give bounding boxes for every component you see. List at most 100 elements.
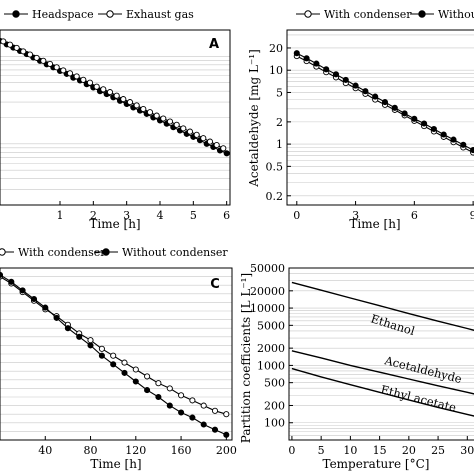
x-tick-label: 4 bbox=[157, 209, 164, 222]
data-point-exhaust-gas bbox=[166, 118, 174, 125]
panel-a-legend: Headspace Exhaust gas bbox=[4, 8, 194, 21]
data-point-without-condenser bbox=[342, 76, 349, 83]
data-point-exhaust-gas bbox=[193, 131, 200, 138]
data-point-with-condenser bbox=[155, 380, 162, 387]
legend-marker-without-condenser-b bbox=[418, 10, 426, 18]
data-point-exhaust-gas bbox=[173, 121, 180, 128]
data-point-exhaust-gas bbox=[200, 135, 207, 142]
data-point-without-condenser bbox=[87, 342, 94, 349]
data-point-without-condenser bbox=[313, 60, 320, 67]
data-point-with-condenser bbox=[178, 392, 185, 399]
data-point-exhaust-gas bbox=[180, 125, 187, 132]
data-point-without-condenser bbox=[144, 387, 151, 394]
y-tick-label: 10000 bbox=[250, 302, 285, 315]
data-point-without-condenser bbox=[211, 426, 219, 433]
panel-d-x-axis-label: Temperature [°C] bbox=[323, 457, 430, 471]
data-point-without-condenser bbox=[200, 421, 207, 428]
series-line-ethyl-acetate bbox=[291, 367, 474, 417]
legend-marker-with-condenser-c bbox=[0, 248, 6, 256]
panel-b-legend: With condenser Without condenser bbox=[296, 8, 474, 21]
legend-marker-headspace bbox=[12, 10, 20, 18]
data-point-headspace bbox=[223, 150, 230, 157]
data-point-without-condenser bbox=[53, 314, 60, 321]
data-point-without-condenser bbox=[19, 287, 26, 294]
panel-b-series bbox=[293, 50, 474, 156]
data-point-with-condenser bbox=[200, 402, 207, 409]
x-tick-label: 5 bbox=[190, 209, 197, 222]
y-tick-label: 5 bbox=[276, 86, 283, 99]
y-tick-label: 500 bbox=[264, 377, 285, 390]
data-point-exhaust-gas bbox=[126, 99, 134, 106]
x-tick-label: 120 bbox=[125, 444, 146, 457]
data-point-without-condenser bbox=[121, 369, 128, 376]
series-line-acetaldehyde bbox=[291, 350, 474, 395]
data-point-exhaust-gas bbox=[0, 38, 7, 45]
panel-c-x-axis-label: Time [h] bbox=[90, 457, 141, 471]
panel-d-y-axis-label: Partition coefficients [L L⁻¹] bbox=[239, 273, 253, 443]
legend-entry-with-condenser-c: With condenser bbox=[18, 246, 106, 259]
data-point-with-condenser bbox=[87, 337, 94, 344]
data-point-without-condenser bbox=[450, 136, 457, 143]
y-tick-label: 1000 bbox=[257, 359, 285, 372]
x-tick-label: 9 bbox=[470, 209, 474, 222]
panel-c-legend: With condenser Without condenser bbox=[0, 246, 228, 259]
series-label-acetaldehyde: Acetaldehyde bbox=[382, 353, 463, 386]
data-point-exhaust-gas bbox=[6, 41, 14, 48]
data-point-exhaust-gas bbox=[53, 64, 60, 71]
series-line-exhaust-gas bbox=[3, 40, 224, 149]
data-point-exhaust-gas bbox=[40, 57, 47, 64]
x-tick-label: 200 bbox=[216, 444, 237, 457]
y-tick-label: 0.2 bbox=[266, 190, 284, 203]
data-point-exhaust-gas bbox=[133, 102, 140, 109]
y-tick-label: 2000 bbox=[257, 342, 285, 355]
panel-a-grid bbox=[0, 56, 230, 190]
x-tick-label: 2 bbox=[90, 209, 97, 222]
x-tick-label: 20 bbox=[402, 444, 416, 457]
data-point-exhaust-gas bbox=[20, 48, 27, 55]
panel-b-frame bbox=[286, 29, 474, 206]
data-point-without-condenser bbox=[98, 352, 105, 359]
data-point-without-condenser bbox=[303, 55, 310, 62]
x-tick-label: 6 bbox=[411, 209, 418, 222]
data-point-exhaust-gas bbox=[86, 79, 94, 86]
data-point-without-condenser bbox=[293, 50, 300, 57]
panel-c: 40 80 120 160 200 C Time [h] With condenser … bbox=[0, 246, 237, 471]
data-point-without-condenser bbox=[110, 361, 117, 368]
data-point-without-condenser bbox=[421, 120, 428, 127]
x-tick-label: 5 bbox=[318, 444, 325, 457]
x-tick-label: 0 bbox=[293, 209, 300, 222]
legend-marker-exhaust-gas bbox=[106, 10, 114, 18]
data-point-without-condenser bbox=[460, 141, 467, 148]
panel-b-x-ticks: 0 3 6 9 bbox=[293, 201, 474, 222]
series-label-ethanol: Ethanol bbox=[369, 311, 417, 338]
data-point-without-condenser bbox=[430, 125, 437, 133]
panel-a-x-ticks: 1 2 3 4 5 6 bbox=[57, 201, 230, 222]
legend-marker-with-condenser-b bbox=[304, 10, 312, 18]
panel-c-x-ticks: 40 80 120 160 200 bbox=[38, 436, 237, 457]
panel-b-grid bbox=[287, 34, 474, 197]
data-point-without-condenser bbox=[323, 66, 330, 73]
x-tick-label: 6 bbox=[223, 209, 230, 222]
data-point-with-condenser bbox=[211, 407, 219, 414]
data-point-exhaust-gas bbox=[66, 70, 74, 77]
y-tick-label: 2 bbox=[276, 116, 283, 129]
y-tick-label: 1 bbox=[276, 138, 283, 151]
data-point-exhaust-gas bbox=[160, 115, 167, 122]
panel-d-grid bbox=[289, 273, 474, 436]
legend-entry-exhaust-gas: Exhaust gas bbox=[126, 8, 194, 21]
data-point-without-condenser bbox=[362, 88, 369, 95]
data-point-without-condenser bbox=[76, 333, 83, 340]
panel-a-frame bbox=[0, 29, 231, 206]
x-tick-label: 3 bbox=[123, 209, 130, 222]
data-point-exhaust-gas bbox=[46, 60, 54, 67]
legend-entry-without-condenser-b: Without condenser bbox=[438, 8, 474, 21]
x-tick-label: 30 bbox=[460, 444, 474, 457]
y-tick-label: 100 bbox=[264, 417, 285, 430]
data-point-with-condenser bbox=[110, 352, 117, 359]
data-point-without-condenser bbox=[391, 104, 398, 111]
panel-c-series bbox=[0, 271, 230, 438]
y-tick-label: 10 bbox=[269, 64, 283, 77]
data-point-exhaust-gas bbox=[213, 141, 220, 149]
data-point-exhaust-gas bbox=[140, 105, 147, 113]
